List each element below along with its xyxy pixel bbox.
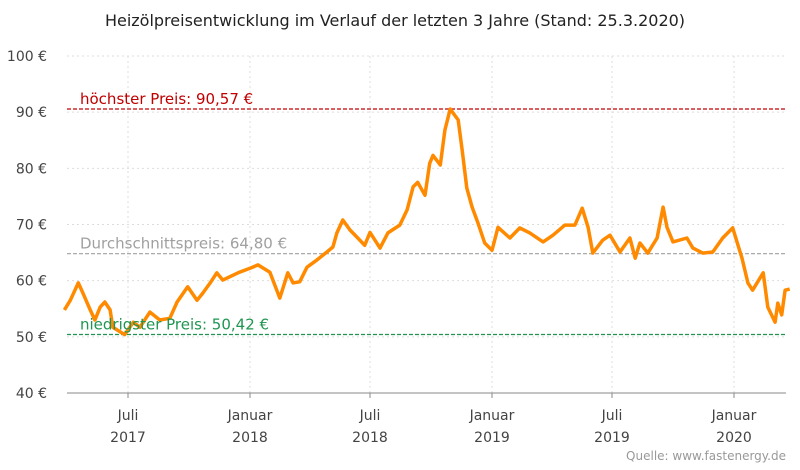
x-tick-year: 2018 bbox=[352, 430, 388, 446]
grid bbox=[67, 55, 786, 394]
y-tick-label: 90 € bbox=[16, 105, 47, 121]
chart-title: Heizölpreisentwicklung im Verlauf der le… bbox=[105, 11, 685, 30]
reference-lines: höchster Preis: 90,57 € Durchschnittsprei… bbox=[67, 90, 786, 336]
x-tick-month: Januar bbox=[711, 408, 757, 424]
x-tick-month: Juli bbox=[117, 408, 139, 424]
reference-line-label: höchster Preis: 90,57 € bbox=[80, 90, 253, 108]
reference-line-label: Durchschnittspreis: 64,80 € bbox=[80, 235, 287, 253]
reference-line-label: niedrigster Preis: 50,42 € bbox=[80, 315, 269, 333]
source-note: Quelle: www.fastenergy.de bbox=[626, 449, 786, 463]
x-tick-month: Januar bbox=[227, 408, 273, 424]
y-axis: 40 € 50 € 60 € 70 € 80 € 90 € 100 € bbox=[7, 49, 47, 402]
x-tick-year: 2020 bbox=[716, 430, 752, 446]
y-tick-label: 50 € bbox=[16, 330, 47, 346]
y-tick-label: 60 € bbox=[16, 274, 47, 290]
x-tick-month: Juli bbox=[359, 408, 381, 424]
y-tick-label: 70 € bbox=[16, 218, 47, 234]
y-tick-label: 80 € bbox=[16, 161, 47, 177]
x-axis: Juli 2017 Januar 2018 Juli 2018 Januar 2019 Juli… bbox=[67, 392, 786, 446]
x-tick-year: 2019 bbox=[474, 430, 510, 446]
y-tick-label: 100 € bbox=[7, 49, 47, 65]
x-tick-month: Januar bbox=[469, 408, 515, 424]
series-line-heating-oil-price bbox=[62, 107, 791, 337]
x-tick-year: 2017 bbox=[110, 430, 146, 446]
x-tick-month: Juli bbox=[601, 408, 623, 424]
x-tick-year: 2018 bbox=[232, 430, 268, 446]
y-tick-label: 40 € bbox=[16, 386, 47, 402]
x-tick-year: 2019 bbox=[594, 430, 630, 446]
